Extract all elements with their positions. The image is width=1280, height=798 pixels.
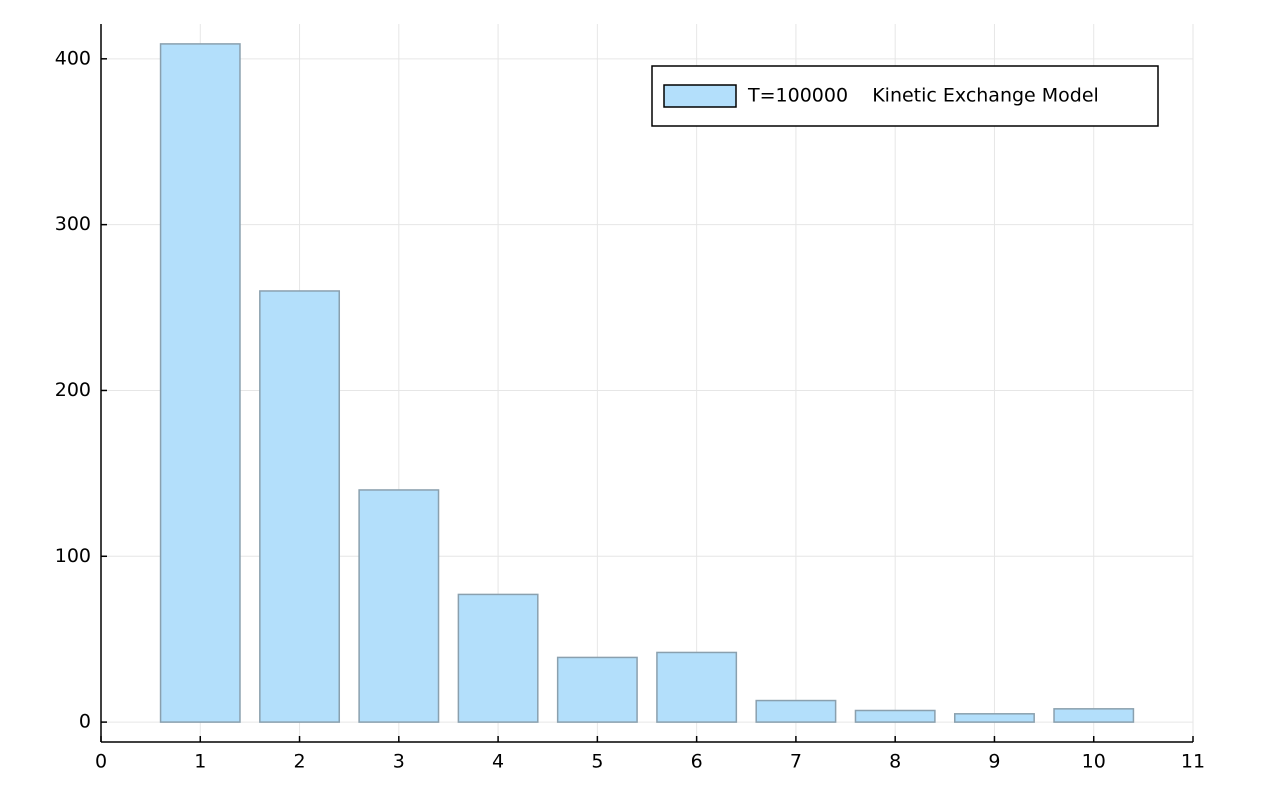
- bar: [656, 651, 738, 723]
- x-tick-label: 6: [691, 751, 703, 773]
- x-tick-label: 3: [393, 751, 405, 773]
- y-tick-label: 400: [55, 47, 91, 69]
- bar: [854, 709, 936, 723]
- x-tick-label: 7: [790, 751, 802, 773]
- y-tick-label: 300: [55, 213, 91, 235]
- bar: [259, 290, 341, 723]
- bar: [358, 489, 440, 723]
- x-tick-label: 4: [492, 751, 504, 773]
- y-tick-label: 200: [55, 379, 91, 401]
- x-tick-label: 9: [988, 751, 1000, 773]
- x-tick-label: 8: [889, 751, 901, 773]
- legend-label: T=100000 Kinetic Exchange Model: [747, 85, 1099, 107]
- bar: [953, 713, 1035, 723]
- bar: [457, 593, 539, 723]
- y-tick-label: 0: [79, 711, 91, 733]
- bar: [159, 43, 241, 723]
- bar: [556, 656, 638, 723]
- x-tick-label: 0: [95, 751, 107, 773]
- x-tick-label: 10: [1082, 751, 1106, 773]
- y-tick-label: 100: [55, 545, 91, 567]
- legend-swatch: [663, 84, 737, 108]
- x-tick-label: 5: [591, 751, 603, 773]
- bar: [755, 699, 837, 723]
- x-tick-label: 1: [194, 751, 206, 773]
- bar: [1053, 708, 1135, 723]
- x-tick-label: 11: [1181, 751, 1205, 773]
- x-tick-label: 2: [293, 751, 305, 773]
